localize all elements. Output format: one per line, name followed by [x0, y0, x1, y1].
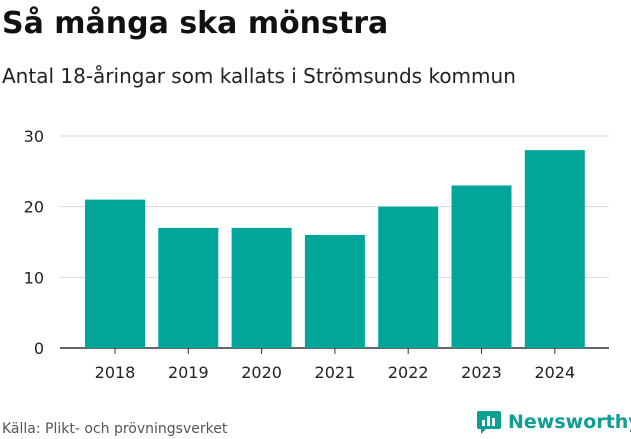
chart-title: Så många ska mönstra [2, 6, 389, 41]
x-tick-label: 2018 [95, 363, 136, 382]
x-tick-label: 2023 [461, 363, 502, 382]
brand-name: Newsworthy [508, 411, 631, 433]
bar-2022 [378, 206, 439, 348]
x-tick-label: 2021 [315, 363, 356, 382]
newsworthy-chart-icon [477, 411, 501, 434]
y-tick-label: 30 [24, 127, 44, 146]
y-axis-ticks: 0 10 20 30 [24, 127, 44, 358]
bars [85, 150, 585, 348]
y-tick-label: 10 [24, 268, 44, 287]
x-tick-label: 2022 [388, 363, 429, 382]
bar-2024 [524, 150, 585, 348]
x-tick-label: 2019 [168, 363, 209, 382]
y-tick-label: 0 [34, 339, 44, 358]
y-tick-label: 20 [24, 198, 44, 217]
x-tick-label: 2024 [534, 363, 575, 382]
bar-2019 [158, 227, 219, 348]
chart-subtitle: Antal 18-åringar som kallats i Strömsund… [2, 64, 516, 88]
bar-2020 [231, 227, 292, 348]
source-note: Källa: Plikt- och prövningsverket [2, 421, 228, 437]
brand-logo: Newsworthy [476, 409, 631, 435]
x-tick-label: 2020 [241, 363, 282, 382]
bar-2018 [85, 199, 145, 348]
x-axis-ticks: 2018 2019 2020 2021 2022 2023 2024 [95, 348, 575, 382]
bar-2023 [451, 185, 512, 348]
bar-2021 [304, 234, 365, 348]
